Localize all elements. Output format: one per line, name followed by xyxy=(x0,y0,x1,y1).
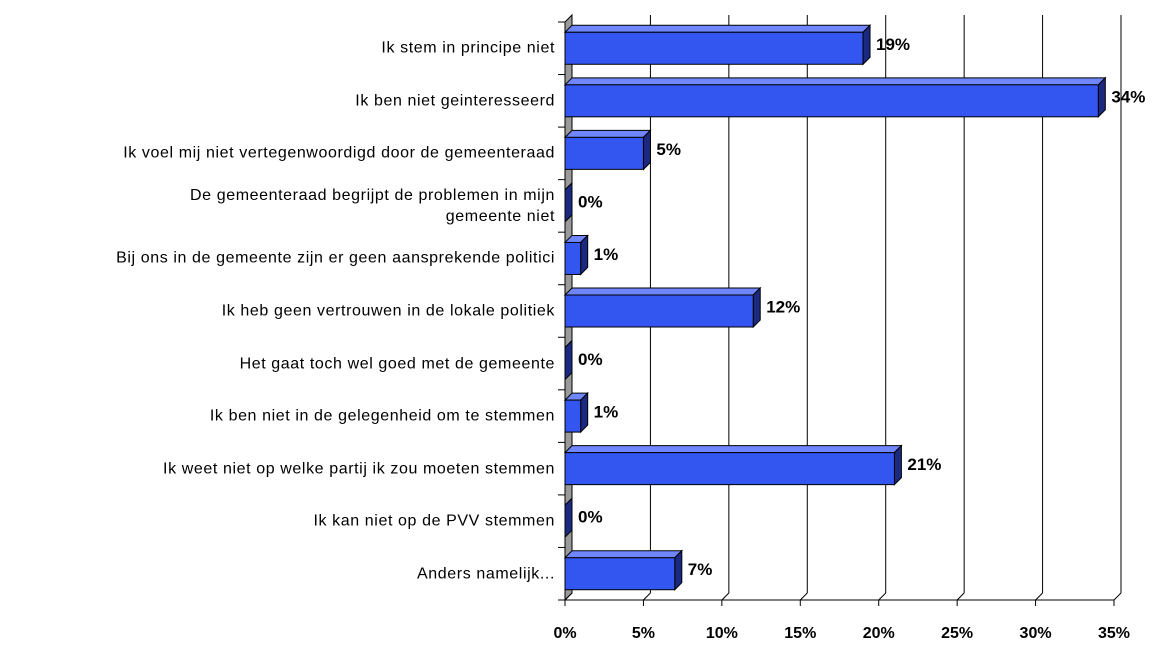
data-label: 19% xyxy=(876,35,910,54)
bar xyxy=(564,136,644,170)
bar-side xyxy=(674,549,683,591)
bar-side xyxy=(893,444,902,486)
y-tick-label: Ik heb geen vertrouwen in de lokale poli… xyxy=(221,302,555,320)
x-tick-label: 35% xyxy=(1098,625,1130,642)
y-tick-label: Anders namelijk... xyxy=(417,565,555,583)
y-tick-label: Ik stem in principe niet xyxy=(381,39,555,57)
data-label: 0% xyxy=(578,192,603,211)
bar-top xyxy=(563,24,872,33)
y-tick-label: Het gaat toch wel goed met de gemeente xyxy=(239,355,555,373)
bar-side xyxy=(564,339,573,381)
grid-line-floor xyxy=(878,592,887,601)
bar-top xyxy=(563,77,1107,86)
x-tick-label: 10% xyxy=(706,625,738,642)
data-label: 1% xyxy=(594,245,619,264)
x-tick-label: 30% xyxy=(1020,625,1052,642)
grid-line-floor xyxy=(799,592,808,601)
x-tick-label: 15% xyxy=(784,625,816,642)
x-tick-label: 25% xyxy=(941,625,973,642)
y-tick-label: Ik weet niet op welke partij ik zou moet… xyxy=(163,460,555,478)
data-label: 34% xyxy=(1111,87,1145,106)
bar xyxy=(564,241,582,275)
grid-line-floor xyxy=(1035,592,1043,601)
bar-side xyxy=(580,391,589,434)
y-tick-label: Bij ons in de gemeente zijn er geen aans… xyxy=(116,249,555,267)
grid-line-floor xyxy=(1113,592,1122,601)
bar-top xyxy=(563,550,684,559)
x-tick-label: 20% xyxy=(863,625,895,642)
grid-line-floor xyxy=(721,592,730,601)
y-tick-label: Ik ben niet geinteresseerd xyxy=(355,92,555,110)
bar-side xyxy=(564,496,573,539)
bar xyxy=(564,399,582,433)
y-tick-label: Ik kan niet op de PVV stemmen xyxy=(313,512,555,530)
bar-top xyxy=(563,287,762,296)
bar xyxy=(564,294,754,328)
bar xyxy=(564,452,895,486)
grid-line-floor xyxy=(643,592,651,601)
bar xyxy=(564,84,1099,118)
bar-side xyxy=(1097,76,1106,119)
grid-line-floor xyxy=(564,592,573,601)
data-label: 21% xyxy=(907,455,941,474)
bar-side xyxy=(564,181,573,224)
y-tick-label: De gemeenteraad begrijpt de problemen in… xyxy=(190,186,555,225)
bar-top xyxy=(563,129,652,138)
bar xyxy=(564,31,864,65)
bar-side xyxy=(752,286,761,329)
x-tick-label: 5% xyxy=(632,625,655,642)
data-label: 1% xyxy=(594,403,619,422)
bar-top xyxy=(563,445,903,454)
x-tick-label: 0% xyxy=(553,625,576,642)
bar xyxy=(564,557,676,591)
data-label: 5% xyxy=(656,140,681,159)
bar-side xyxy=(580,234,589,276)
grid-line-floor xyxy=(956,592,965,601)
bar-side xyxy=(642,129,651,171)
y-tick-label: Ik ben niet in de gelegenheid om te stem… xyxy=(209,407,555,425)
y-tick-label: Ik voel mij niet vertegenwoordigd door d… xyxy=(123,144,555,162)
data-label: 0% xyxy=(578,508,603,527)
data-label: 7% xyxy=(688,560,713,579)
bar-side xyxy=(862,24,871,66)
data-label: 0% xyxy=(578,350,603,369)
data-label: 12% xyxy=(766,297,800,316)
